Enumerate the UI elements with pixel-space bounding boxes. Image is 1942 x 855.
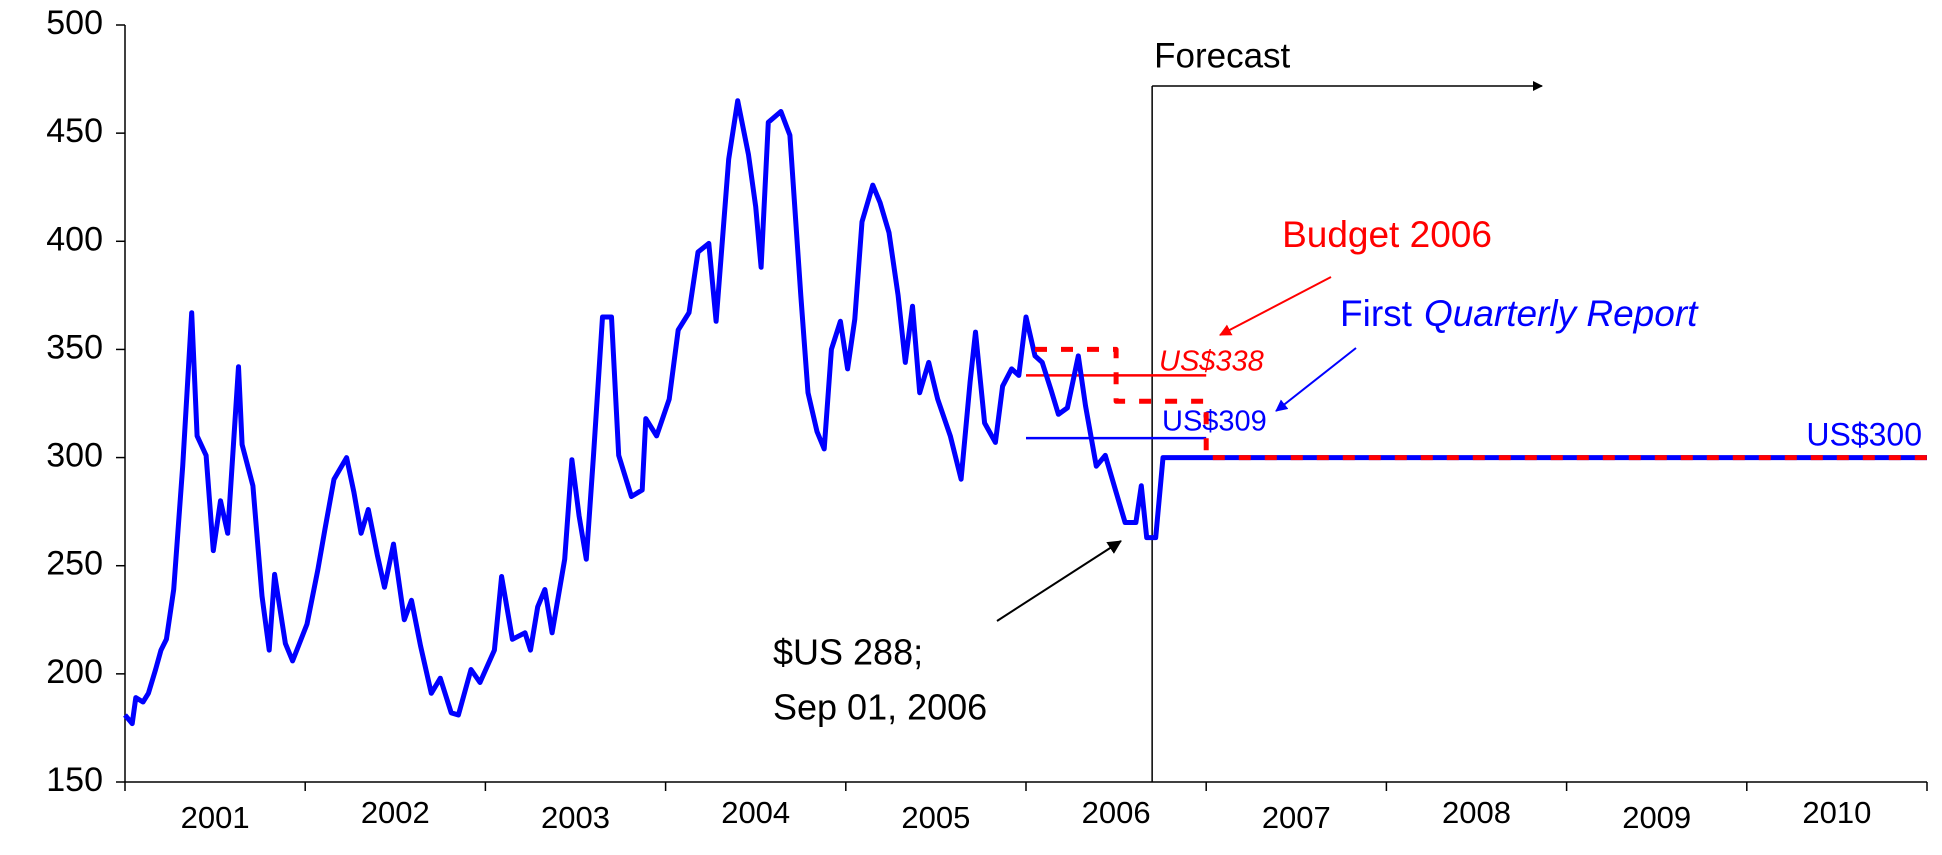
x-tick-label: 2002 xyxy=(361,795,430,830)
y-tick-label: 250 xyxy=(46,545,103,583)
forecast-label: Forecast xyxy=(1154,36,1290,75)
point-note: Sep 01, 2006 xyxy=(773,687,987,728)
report-label-plain: First xyxy=(1340,293,1413,334)
x-tick-label: 2004 xyxy=(721,795,790,830)
y-tick-label: 400 xyxy=(46,220,103,258)
series-line xyxy=(123,98,1927,727)
y-tick-label: 450 xyxy=(46,112,103,150)
reference-label: US$309 xyxy=(1162,406,1267,438)
x-tick-label: 2003 xyxy=(541,800,610,835)
report-label: First Quarterly Report xyxy=(1340,293,1699,334)
y-tick-label: 500 xyxy=(46,4,103,42)
x-tick-label: 2009 xyxy=(1622,800,1691,835)
report-arrow xyxy=(1275,347,1357,412)
budget-label: Budget 2006 xyxy=(1282,214,1492,255)
reference-label: US$338 xyxy=(1159,346,1264,378)
y-tick-label: 200 xyxy=(46,653,103,691)
y-tick-label: 150 xyxy=(46,761,103,799)
budget-arrow xyxy=(1219,276,1332,336)
y-tick-label: 350 xyxy=(46,328,103,366)
end-label: US$300 xyxy=(1806,416,1922,452)
series-line xyxy=(1035,346,1927,461)
x-tick-label: 2006 xyxy=(1082,795,1151,830)
point-note: $US 288; xyxy=(773,632,923,673)
report-label-italic: Quarterly Report xyxy=(1424,293,1699,334)
x-tick-label: 2005 xyxy=(901,800,970,835)
x-tick-label: 2008 xyxy=(1442,795,1511,830)
y-tick-label: 300 xyxy=(46,437,103,475)
x-tick-label: 2010 xyxy=(1802,795,1871,830)
point-arrow xyxy=(996,540,1122,622)
x-tick-label: 2007 xyxy=(1262,800,1331,835)
x-tick-label: 2001 xyxy=(181,800,250,835)
